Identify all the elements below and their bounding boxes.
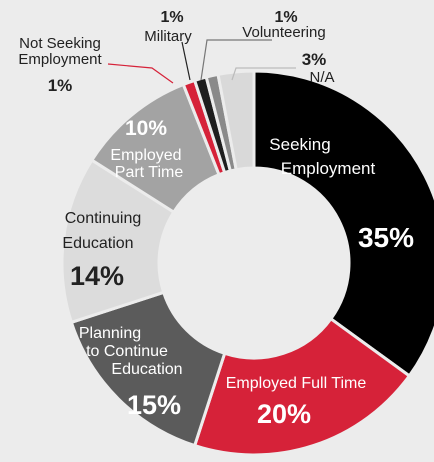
leader-not-seeking — [107, 63, 174, 84]
label-not-seeking-pct: 1% — [48, 76, 73, 95]
label-military: Military — [144, 28, 192, 45]
label-volunteering: Volunteering — [242, 24, 325, 41]
label-continuing-education: Education — [62, 235, 133, 252]
chart-labels: Seeking Employment 35% Employed Full Time 20… — [18, 9, 414, 429]
chart-slices — [60, 69, 434, 457]
label-not-seeking: Not Seeking — [19, 35, 101, 52]
label-planning-education: Education — [111, 361, 182, 378]
label-seeking-employment: Seeking — [269, 135, 330, 154]
label-na-pct: 3% — [302, 50, 327, 69]
slice-seeking-employment — [252, 69, 434, 378]
label-continuing-education-pct: 14% — [70, 261, 124, 291]
leader-military — [181, 41, 191, 81]
label-seeking-employment: Employment — [281, 159, 376, 178]
label-employed-full-time: Employed Full Time — [226, 375, 367, 392]
label-not-seeking: Employment — [18, 51, 102, 68]
label-employed-part-time: Part Time — [115, 164, 184, 181]
slice-employed-full-time — [192, 316, 412, 457]
label-planning-education: Planning — [79, 325, 141, 342]
leader-lines — [107, 39, 296, 84]
label-seeking-employment-pct: 35% — [358, 222, 414, 253]
label-employed-part-time: Employed — [110, 147, 181, 164]
leader-na — [231, 67, 296, 81]
label-employed-part-time-pct: 10% — [125, 117, 167, 140]
label-employed-full-time-pct: 20% — [257, 399, 311, 429]
leader-volunteering — [200, 39, 272, 81]
slice-n-a — [216, 69, 256, 172]
label-planning-education-pct: 15% — [127, 390, 181, 420]
label-military-pct: 1% — [160, 9, 183, 26]
label-continuing-education: Continuing — [65, 210, 142, 227]
label-na: N/A — [309, 69, 334, 86]
label-volunteering-pct: 1% — [274, 9, 297, 26]
label-planning-education: to Continue — [86, 343, 168, 360]
